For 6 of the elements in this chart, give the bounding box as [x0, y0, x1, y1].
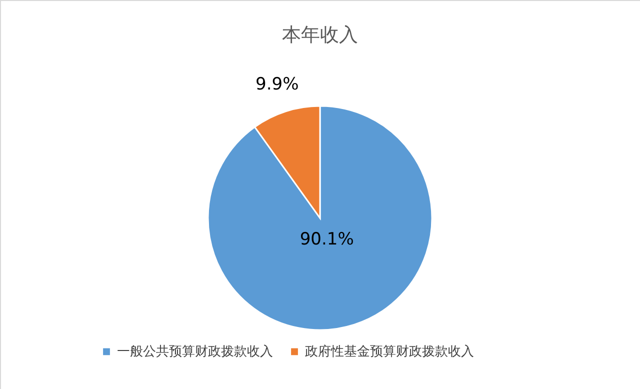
legend-label: 政府性基金预算财政拨款收入 — [305, 344, 474, 360]
pie-slice — [207, 105, 433, 331]
data-label: 9.9% — [256, 74, 299, 95]
legend-label: 一般公共预算财政拨款收入 — [117, 344, 273, 360]
chart-title: 本年收入 — [282, 24, 358, 46]
data-label: 90.1% — [300, 229, 354, 250]
